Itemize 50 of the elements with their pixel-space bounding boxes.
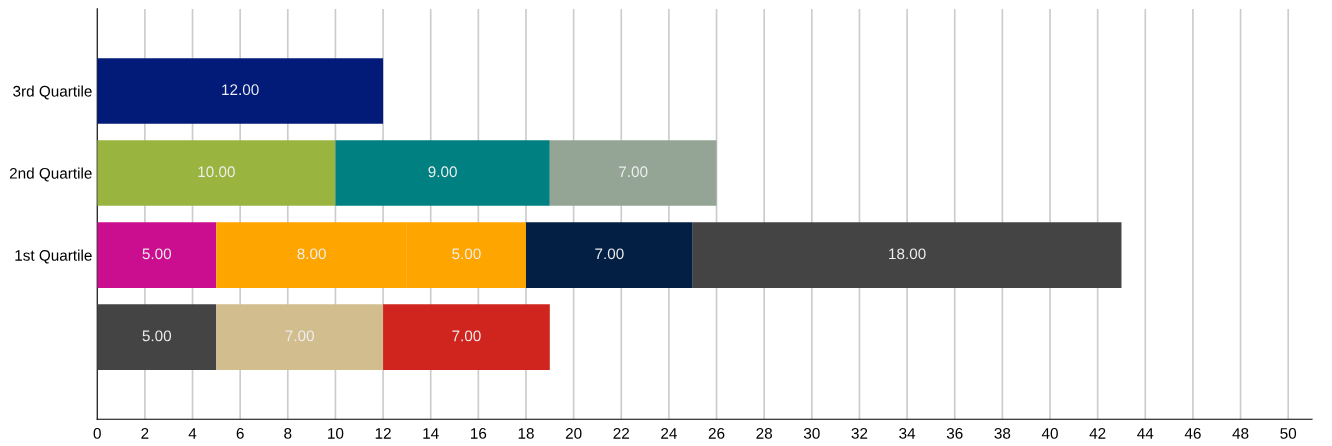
x-tick-label: 30 xyxy=(803,427,820,439)
bar xyxy=(692,222,1122,288)
data-label: 5.00 xyxy=(142,330,172,342)
bar xyxy=(216,304,384,370)
x-tick-label: 38 xyxy=(994,427,1011,439)
data-label: 5.00 xyxy=(142,248,172,260)
x-tick-label: 8 xyxy=(284,427,292,439)
x-tick-label: 50 xyxy=(1280,427,1297,439)
y-tick-label: 2nd Quartile xyxy=(9,167,92,182)
y-tick-label: 3rd Quartile xyxy=(13,85,92,100)
x-tick-label: 42 xyxy=(1089,427,1106,439)
x-tick-label: 4 xyxy=(188,428,197,439)
x-tick-label: 12 xyxy=(375,427,391,439)
x-tick-label: 10 xyxy=(328,427,344,439)
data-label: 5.00 xyxy=(452,248,481,260)
bar xyxy=(383,304,550,370)
x-tick-label: 0 xyxy=(93,427,101,439)
x-tick-label: 18 xyxy=(518,427,534,439)
x-tick-label: 48 xyxy=(1232,427,1249,439)
data-label: 8.00 xyxy=(297,248,326,260)
bar xyxy=(97,222,217,288)
x-tick-label: 20 xyxy=(565,427,582,439)
x-tick-label: 24 xyxy=(661,427,677,439)
x-tick-label: 28 xyxy=(756,427,773,439)
x-tick-label: 46 xyxy=(1184,427,1201,439)
data-label: 7.00 xyxy=(285,330,314,342)
y-tick-label: 1st Quartile xyxy=(15,249,92,264)
bar xyxy=(549,140,717,206)
bar xyxy=(335,140,550,206)
x-tick-label: 22 xyxy=(613,427,629,439)
x-tick-label: 14 xyxy=(423,428,439,439)
x-tick-label: 44 xyxy=(1137,428,1154,439)
data-label: 9.00 xyxy=(428,166,457,178)
x-tick-label: 32 xyxy=(851,427,868,439)
data-label: 7.00 xyxy=(452,330,481,342)
bar xyxy=(97,58,384,124)
data-label: 12.00 xyxy=(222,84,259,96)
data-label: 7.00 xyxy=(595,248,624,260)
x-tick-label: 34 xyxy=(899,427,916,439)
data-label: 18.00 xyxy=(889,248,926,260)
x-tick-label: 26 xyxy=(708,427,725,439)
x-tick-label: 2 xyxy=(141,427,149,439)
x-tick-label: 6 xyxy=(236,427,244,439)
data-label: 10.00 xyxy=(198,166,235,178)
bar xyxy=(97,140,336,206)
bar xyxy=(525,222,693,288)
x-tick-label: 36 xyxy=(946,427,963,439)
x-tick-label: 16 xyxy=(471,427,487,439)
x-tick-label: 40 xyxy=(1041,427,1058,439)
data-label: 7.00 xyxy=(619,166,648,178)
